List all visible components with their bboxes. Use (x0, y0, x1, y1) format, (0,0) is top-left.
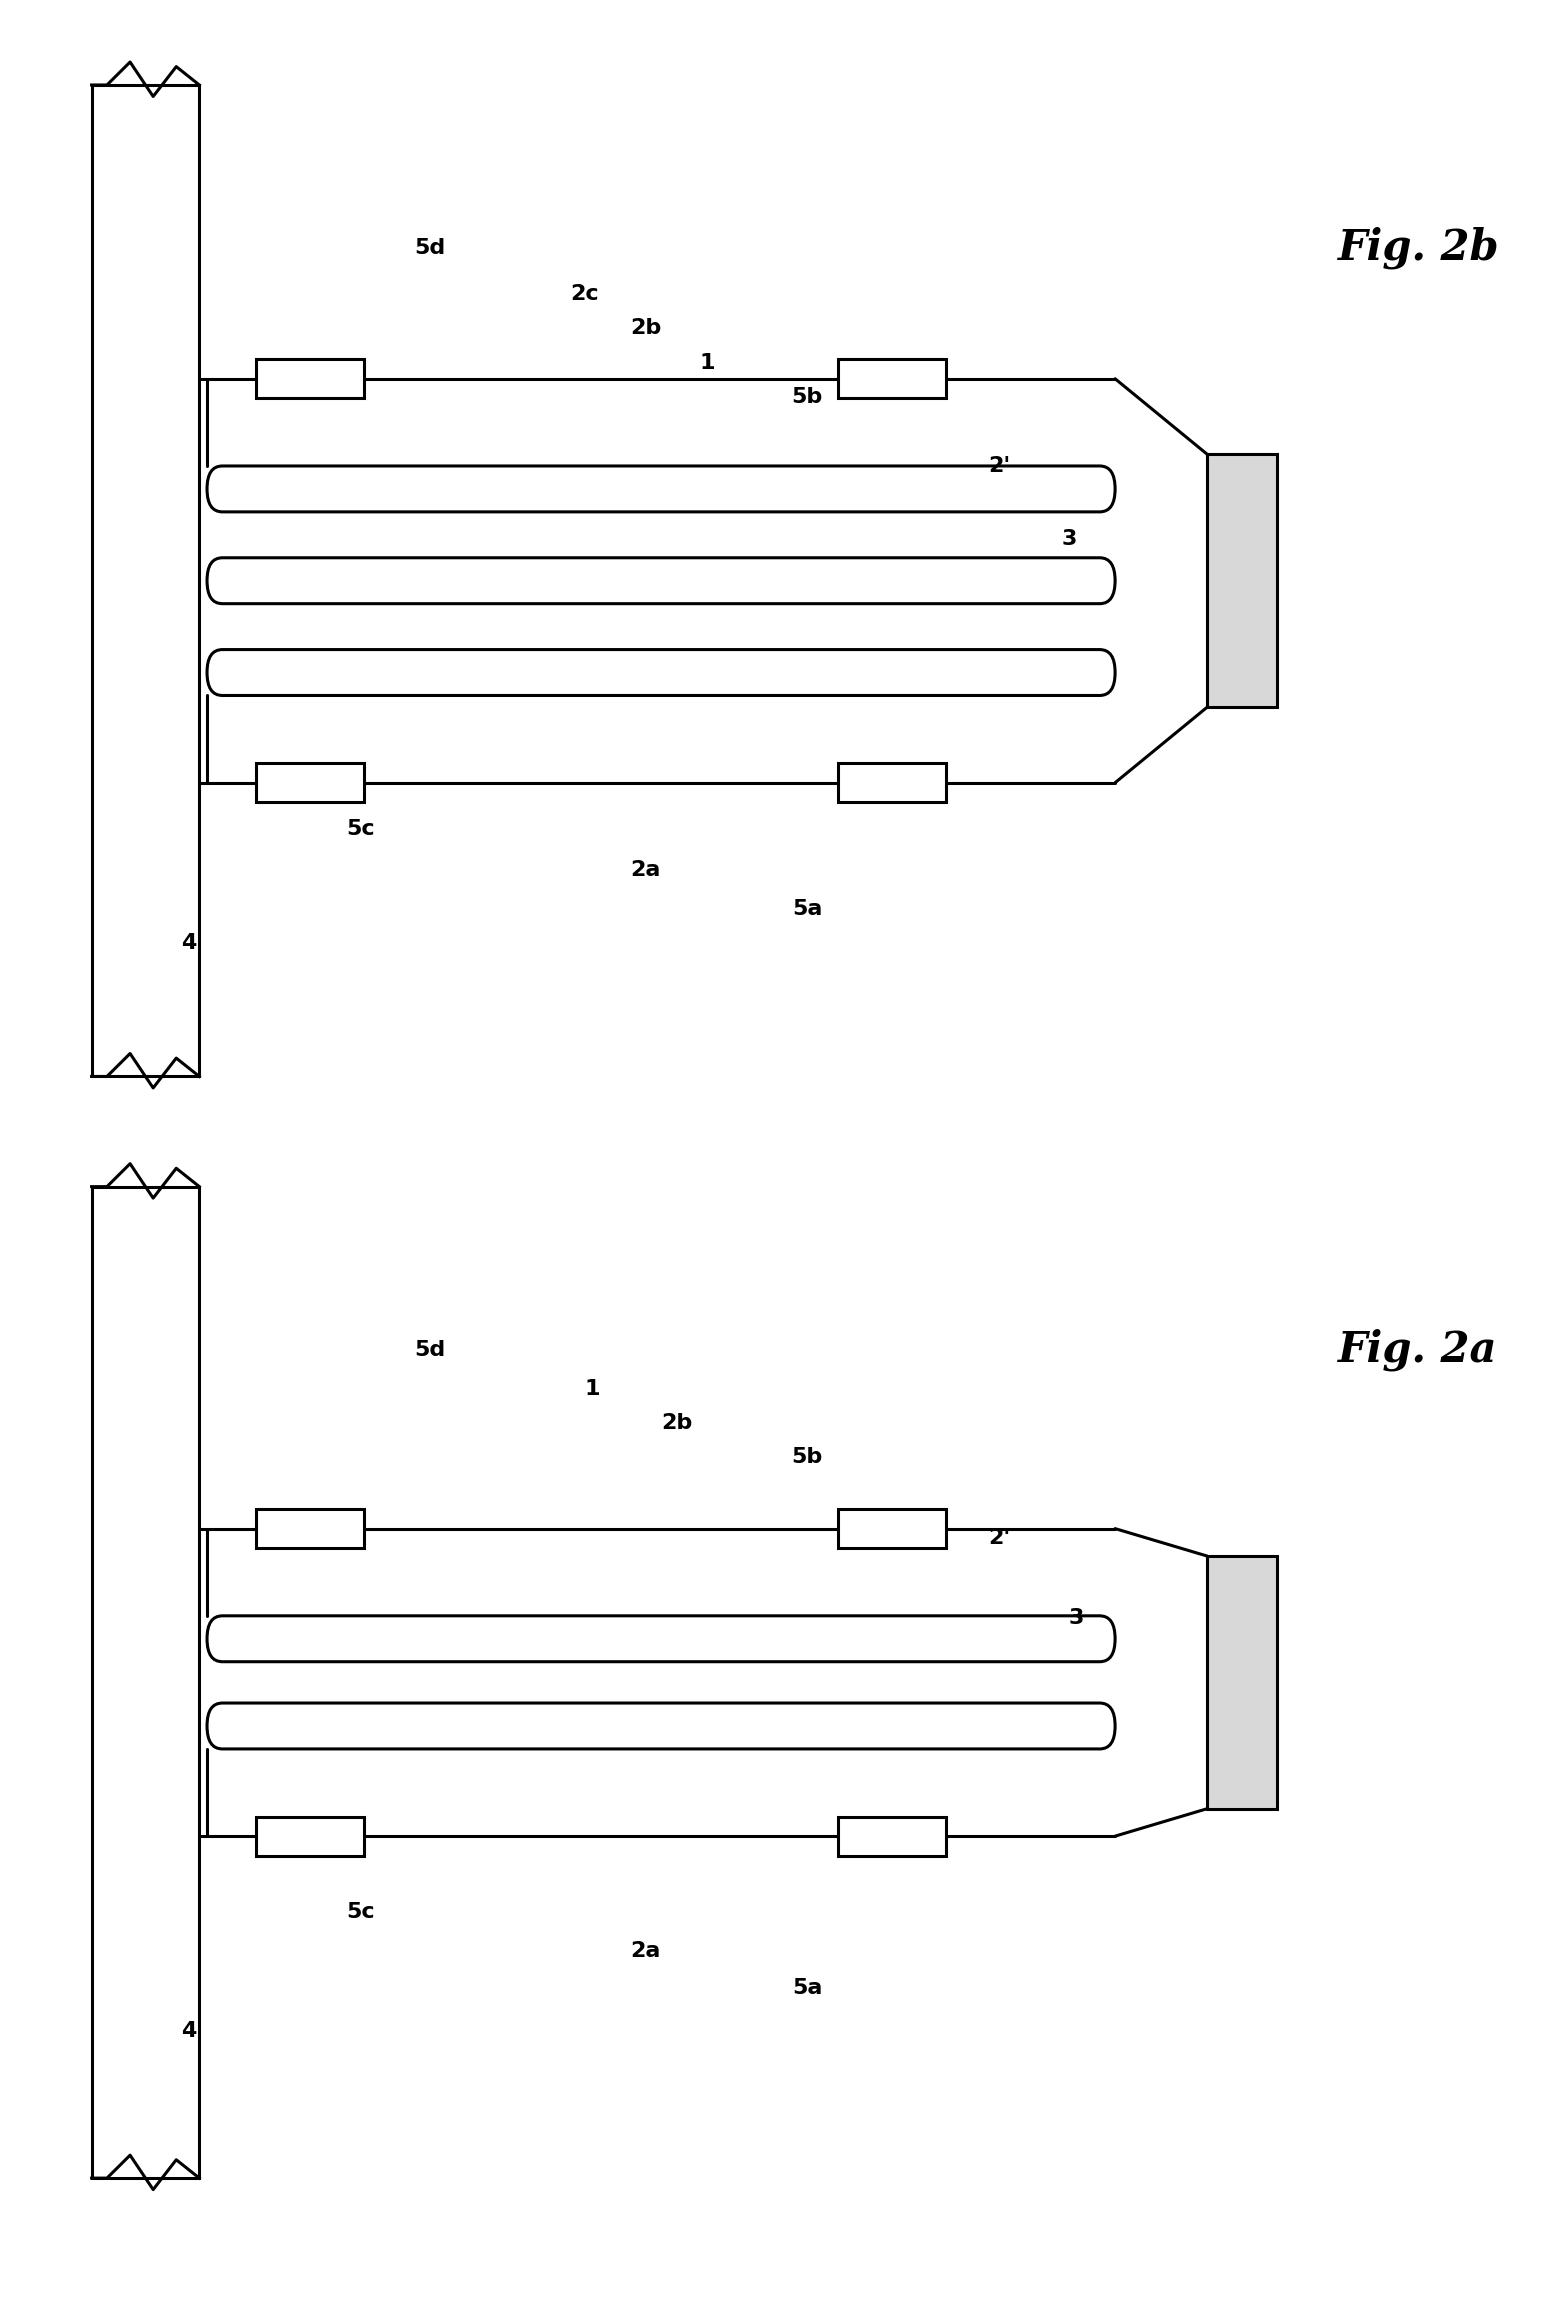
FancyBboxPatch shape (207, 1704, 1115, 1748)
FancyBboxPatch shape (207, 1616, 1115, 1662)
Bar (839, 360, 946, 397)
Text: 2a: 2a (631, 859, 662, 880)
Text: 5b: 5b (792, 388, 823, 406)
Text: 2b: 2b (631, 319, 662, 337)
Text: 5a: 5a (792, 898, 823, 919)
Bar (1207, 1556, 1277, 1808)
Text: 5c: 5c (346, 1903, 376, 1921)
Bar (839, 1817, 946, 1856)
Bar (256, 764, 363, 801)
Text: 2b: 2b (662, 1413, 693, 1434)
FancyBboxPatch shape (207, 649, 1115, 695)
Bar (256, 1510, 363, 1547)
Bar (256, 360, 363, 397)
Text: 4: 4 (180, 2020, 196, 2041)
Text: 5d: 5d (415, 1339, 446, 1360)
Text: 2': 2' (989, 1529, 1011, 1547)
FancyBboxPatch shape (207, 466, 1115, 513)
Text: 5b: 5b (792, 1448, 823, 1469)
Bar (839, 1510, 946, 1547)
Text: Fig. 2a: Fig. 2a (1339, 1328, 1497, 1372)
Bar (1207, 455, 1277, 707)
FancyBboxPatch shape (92, 1187, 199, 2177)
Text: 1: 1 (699, 353, 714, 372)
Text: 2a: 2a (631, 1942, 662, 1960)
Text: 2c: 2c (570, 284, 598, 305)
Text: 5c: 5c (346, 820, 376, 838)
Bar (256, 1817, 363, 1856)
FancyBboxPatch shape (207, 559, 1115, 603)
Text: 1: 1 (584, 1378, 599, 1399)
Text: Fig. 2b: Fig. 2b (1339, 226, 1500, 270)
Text: 5d: 5d (415, 238, 446, 259)
Bar (839, 764, 946, 801)
Text: 2': 2' (989, 455, 1011, 476)
Text: 3: 3 (1061, 529, 1076, 550)
Text: 3: 3 (1068, 1607, 1084, 1628)
Text: 4: 4 (180, 933, 196, 954)
Text: 5a: 5a (792, 1977, 823, 1997)
FancyBboxPatch shape (92, 85, 199, 1076)
